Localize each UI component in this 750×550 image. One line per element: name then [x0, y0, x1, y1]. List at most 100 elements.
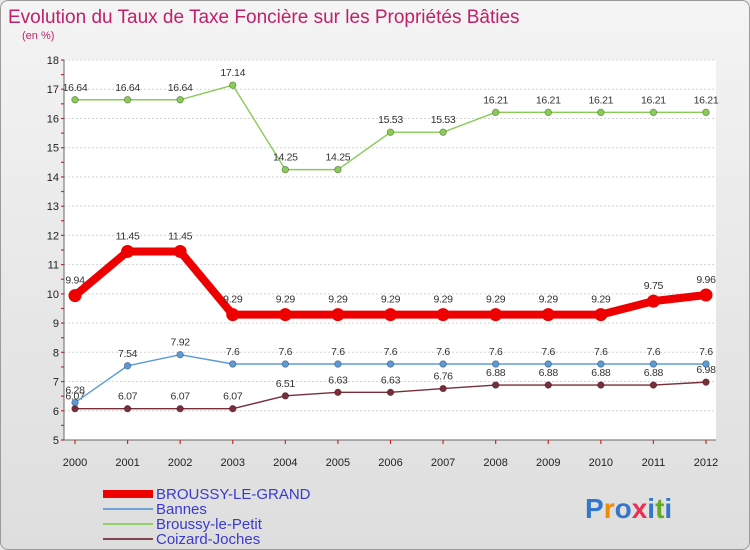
x-tick-label: 2011: [642, 457, 666, 469]
data-label: 14.25: [273, 152, 298, 164]
data-point: [173, 244, 187, 258]
data-point: [229, 81, 237, 89]
data-label: 6.63: [381, 374, 401, 386]
data-label: 6.07: [118, 391, 138, 403]
data-label: 16.21: [483, 94, 508, 106]
data-point: [649, 360, 658, 368]
data-point: [702, 360, 710, 368]
data-point: [436, 308, 450, 322]
data-point: [68, 289, 82, 303]
data-point: [649, 108, 658, 117]
data-label: 6.88: [591, 367, 611, 379]
data-label: 11.45: [168, 230, 192, 242]
logo-letter: r: [604, 493, 615, 524]
chart-subtitle: (en %): [22, 30, 54, 42]
legend-item: Broussy-le-Petit: [103, 516, 263, 533]
data-label: 17.14: [220, 67, 245, 79]
y-tick-label: 17: [47, 84, 59, 96]
data-label: 9.29: [276, 294, 296, 306]
data-label: 11.45: [116, 230, 140, 242]
data-label: 7.6: [278, 346, 292, 358]
data-label: 9.29: [539, 294, 559, 306]
x-tick-label: 2006: [378, 457, 402, 469]
data-label: 7.6: [331, 346, 345, 358]
data-point: [594, 308, 608, 322]
data-label: 6.63: [328, 374, 348, 386]
data-point: [123, 405, 132, 413]
x-tick-label: 2000: [63, 457, 87, 469]
data-label: 16.21: [536, 94, 561, 106]
legend-item: Bannes: [103, 501, 207, 518]
data-label: 7.6: [436, 346, 450, 358]
data-point: [439, 384, 447, 393]
logo-letter: t: [655, 493, 664, 524]
data-label: 9.29: [328, 294, 348, 306]
legend-label: Coizard-Joches: [156, 531, 260, 548]
data-point: [226, 308, 240, 322]
x-tick-label: 2003: [221, 457, 245, 469]
x-tick-label: 2007: [431, 457, 455, 469]
legend-label: BROUSSY-LE-GRAND: [156, 486, 311, 503]
logo-letter: i: [664, 493, 672, 524]
data-point: [544, 381, 552, 389]
data-point: [176, 96, 184, 104]
data-point: [278, 308, 292, 322]
data-point: [649, 381, 658, 389]
plot-area: 5 6 7 8 9 10 11 12 13 14 15 16 17 18 2000 2001 2002 2003 2…: [47, 55, 719, 469]
legend-item: BROUSSY-LE-GRAND: [103, 486, 311, 503]
y-tick-label: 12: [47, 230, 59, 242]
data-label: 16.21: [641, 94, 666, 106]
data-point: [123, 362, 132, 370]
data-point: [229, 360, 237, 368]
data-point: [281, 165, 290, 174]
data-point: [386, 360, 395, 368]
y-tick-label: 6: [53, 406, 59, 418]
data-label: 7.6: [226, 346, 240, 358]
legend-item: Coizard-Joches: [103, 531, 260, 548]
data-point: [281, 392, 290, 400]
data-point: [702, 108, 710, 117]
data-label: 7.54: [118, 348, 138, 360]
data-point: [544, 360, 552, 368]
data-point: [646, 294, 660, 308]
data-point: [334, 165, 342, 174]
x-tick-label: 2002: [168, 457, 192, 469]
data-label: 9.29: [381, 294, 401, 306]
data-label: 6.88: [486, 367, 506, 379]
data-point: [702, 378, 710, 386]
data-label: 16.21: [588, 94, 613, 106]
logo-letter: o: [615, 493, 632, 524]
series-broussy-le-grand: 9.94 11.45 11.45 9.29 9.29 9.29 9.29 9.29 9.29 9.…: [65, 230, 716, 322]
data-label: 7.6: [699, 346, 713, 358]
data-label: 6.51: [276, 378, 296, 390]
data-label: 9.29: [591, 294, 611, 306]
data-point: [229, 405, 237, 413]
data-label: 6.98: [696, 364, 716, 376]
x-tick-label: 2005: [326, 457, 350, 469]
x-tick-label: 2009: [536, 457, 560, 469]
data-label: 15.53: [431, 114, 456, 126]
proxiti-logo: Proxiti: [585, 493, 672, 524]
x-tick-label: 2001: [115, 457, 139, 469]
y-tick-label: 13: [47, 201, 59, 213]
data-label: 16.64: [115, 82, 140, 94]
data-point: [699, 288, 713, 302]
data-point: [71, 405, 79, 413]
data-point: [71, 96, 79, 104]
data-label: 7.6: [384, 346, 398, 358]
data-point: [334, 388, 342, 397]
series-coizard-joches: 6.07 6.07 6.07 6.07 6.51 6.63 6.63 6.76 6.88 6.88…: [65, 364, 716, 413]
data-label: 6.07: [223, 391, 243, 403]
series-bannes: 6.28 7.54 7.92 7.6 7.6 7.6 7.6 7.6 7.6 7.6 7.6 7.6 7…: [65, 337, 714, 407]
data-point: [439, 360, 447, 368]
data-point: [176, 405, 184, 413]
data-label: 14.25: [326, 152, 351, 164]
legend-label: Broussy-le-Petit: [156, 516, 263, 533]
data-label: 9.94: [65, 275, 85, 287]
data-point: [384, 308, 397, 322]
data-point: [334, 360, 342, 368]
data-point: [121, 244, 135, 258]
data-label: 15.53: [378, 114, 403, 126]
data-point: [489, 308, 503, 322]
